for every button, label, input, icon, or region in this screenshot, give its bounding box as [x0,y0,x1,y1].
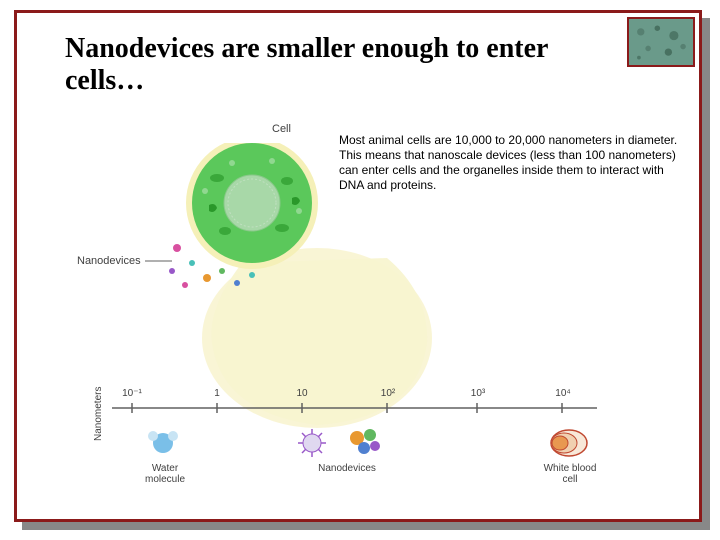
nanodevices-pointer-label: Nanodevices [77,255,141,267]
thumbnail-image [627,17,695,67]
axis-label: Nanometers [93,387,104,441]
tick-3: 10² [377,388,399,399]
nanodevices-scale-icon [298,429,380,457]
tick-0: 10⁻¹ [119,388,145,399]
cell-label: Cell [272,123,291,135]
caption-wbc: White blood cell [532,463,608,485]
tick-2: 10 [292,388,312,399]
slide-frame: Nanodevices are smaller enough to enter … [14,10,702,522]
caption-water: Water molecule [137,463,193,485]
slide-title: Nanodevices are smaller enough to enter … [65,33,605,97]
caption-nano: Nanodevices [307,463,387,474]
water-molecule-icon [148,431,178,453]
tick-1: 1 [209,388,225,399]
cell-graphic [186,143,318,269]
diagram-container: Cell Nanodevices Nanometers 10⁻¹ 1 10 10… [77,143,637,493]
diagram-svg [77,143,637,493]
white-blood-cell-icon [551,430,587,456]
tick-5: 10⁴ [552,388,574,399]
tick-4: 10³ [467,388,489,399]
